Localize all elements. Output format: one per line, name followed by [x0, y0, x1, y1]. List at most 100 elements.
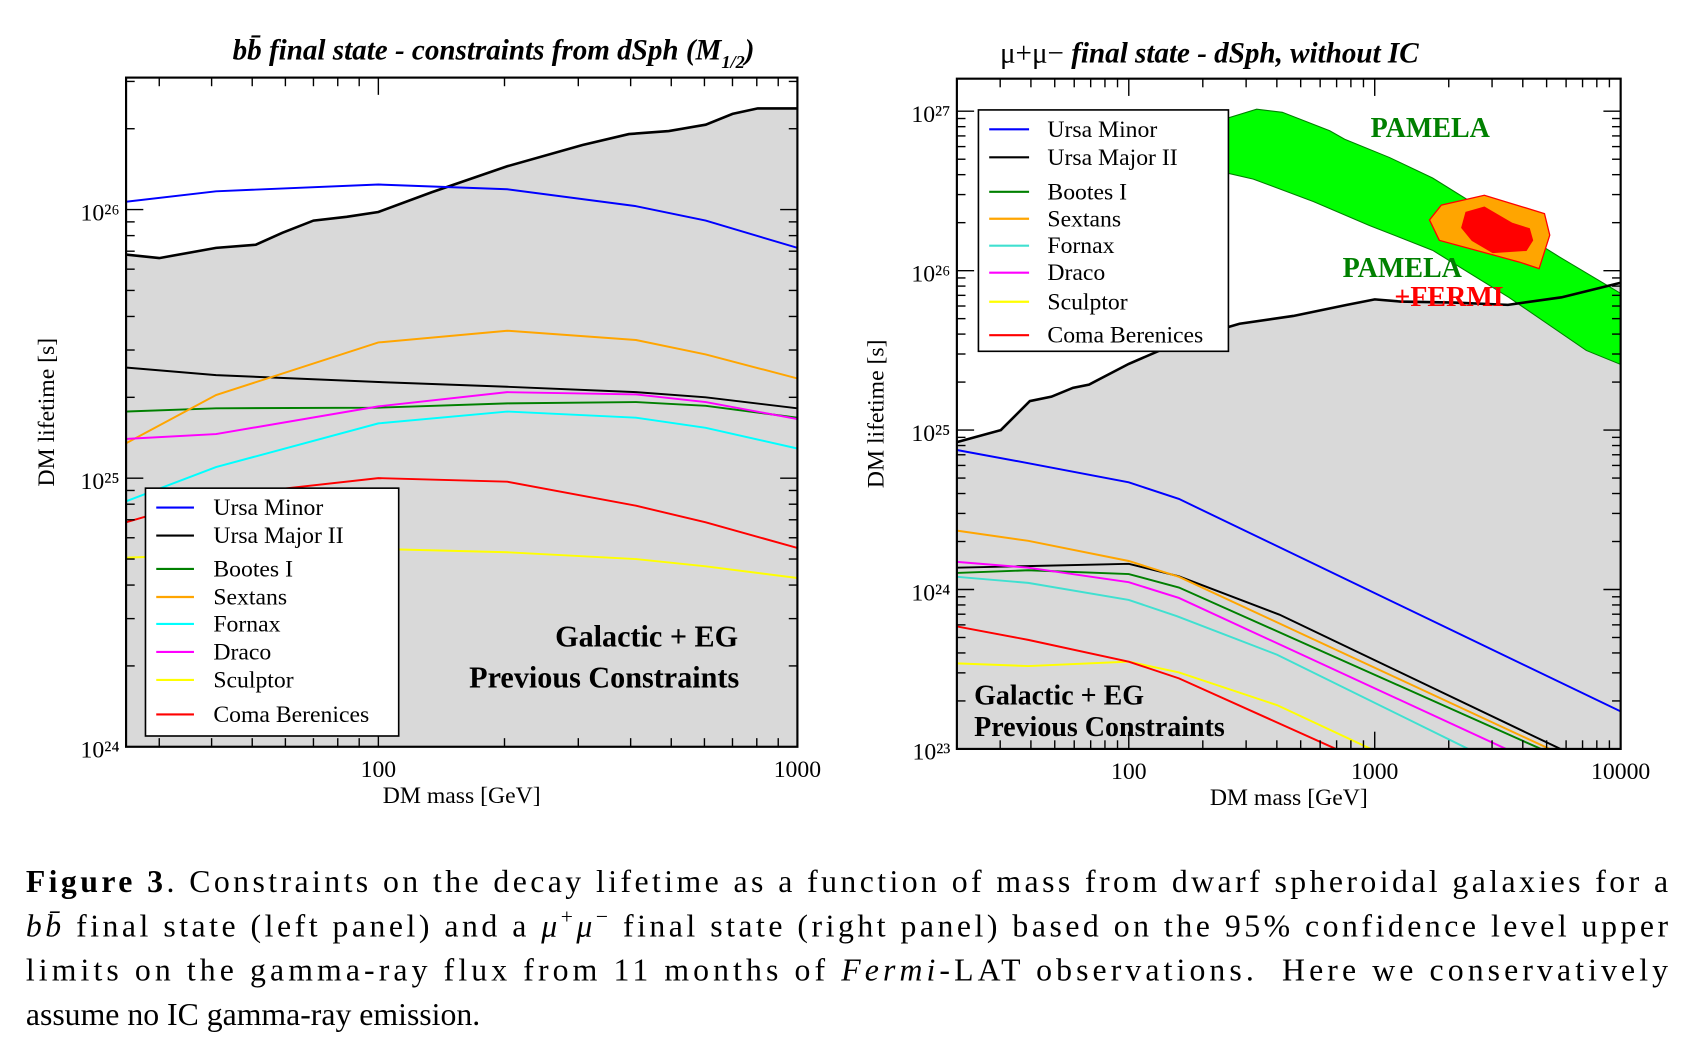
region-label: PAMELA — [1371, 113, 1491, 144]
legend-item: Ursa Minor — [156, 495, 323, 521]
legend-label: Draco — [213, 639, 271, 665]
series-line-sextans — [956, 529, 1550, 749]
excluded-region-fill — [956, 282, 1621, 749]
y-axis-label: DM lifetime [s] — [34, 338, 60, 487]
legend-label: Sculptor — [1047, 289, 1127, 315]
y-tick-label: 10²⁴ — [911, 580, 950, 606]
caption-text: + — [561, 904, 573, 928]
figure-label: Figure 3 — [26, 864, 163, 899]
series-line-sextans — [126, 329, 798, 445]
series-line-fornax — [126, 410, 798, 503]
legend-label: Sculptor — [213, 668, 293, 694]
excluded-region-label: Previous Constraints — [469, 661, 739, 695]
series-line-ursa-major-ii — [126, 366, 798, 410]
figure-caption: Figure 3. Constraints on the decay lifet… — [26, 864, 1669, 1032]
legend-item: Sextans — [156, 585, 287, 611]
legend-item: Fornax — [156, 611, 281, 637]
caption-text: μ — [575, 908, 592, 943]
y-axis-label: DM lifetime [s] — [864, 339, 890, 488]
region-label: PAMELA — [1343, 253, 1463, 284]
axis-ticks — [126, 77, 799, 748]
y-tick-label: 10²⁶ — [81, 200, 120, 226]
caption-text: bb̄ — [26, 908, 61, 943]
caption-text: − — [596, 904, 608, 928]
excluded-region-label: Galactic + EG — [974, 681, 1144, 712]
caption-line: bb̄ final state (left panel) and a μ + μ − … — [26, 904, 1669, 943]
x-axis-label: DM mass [GeV] — [383, 783, 541, 809]
caption-text: final state (right panel) based on the 9… — [612, 908, 1669, 943]
chart-title: bb̄ final state - constraints from dSph … — [233, 34, 755, 72]
series-line-draco — [956, 560, 1507, 749]
series-line-draco — [126, 391, 798, 440]
legend-box — [144, 487, 400, 737]
caption-line: limits on the gamma-ray flux from 11 mon… — [26, 953, 1668, 988]
pamela-fermi-contour-inner — [1461, 206, 1534, 254]
legend-item: Sextans — [989, 206, 1121, 232]
legend-item: Sculptor — [156, 668, 294, 694]
excluded-region-label: Galactic + EG — [555, 620, 738, 654]
legend-item: Draco — [156, 639, 271, 665]
legend-item: Bootes I — [156, 557, 293, 583]
pamela-band — [1224, 108, 1621, 366]
chart-title: μ+μ− final state - dSph, without IC — [1000, 38, 1419, 70]
legend-label: Fornax — [213, 611, 280, 637]
legend-item: Ursa Major II — [156, 523, 344, 549]
legend-label: Bootes I — [1047, 179, 1127, 205]
caption-text: assume no IC gamma-ray emission. — [26, 997, 480, 1032]
x-tick-label: 1000 — [774, 757, 821, 783]
legend-label: Sextans — [1047, 206, 1121, 232]
legend-label: Coma Berenices — [213, 702, 369, 728]
series-line-fornax — [956, 575, 1469, 749]
legend-item: Draco — [989, 260, 1105, 286]
y-tick-label: 10²⁵ — [911, 421, 950, 447]
caption-text: Fermi — [840, 953, 935, 988]
plot-frame — [955, 77, 1622, 751]
legend-label: Ursa Minor — [1047, 117, 1157, 143]
axis-ticks — [956, 78, 1622, 750]
legend-item: Fornax — [989, 233, 1115, 259]
y-tick-label: 10²³ — [913, 740, 951, 766]
caption-text: limits on the gamma-ray flux from 11 mon… — [26, 953, 837, 988]
x-tick-label: 1000 — [1351, 759, 1398, 785]
legend-box — [977, 109, 1230, 353]
caption-line: assume no IC gamma-ray emission. — [26, 997, 480, 1032]
legend-label: Ursa Major II — [1047, 145, 1177, 171]
series-line-ursa-minor — [956, 449, 1621, 713]
x-tick-label: 10000 — [1591, 759, 1650, 785]
series-line-sculptor — [956, 660, 1372, 749]
series-line-bootes-i — [956, 569, 1542, 749]
series-line-bootes-i — [126, 401, 798, 419]
caption-line: Figure 3. Constraints on the decay lifet… — [26, 864, 1668, 899]
series-line-coma-berenices — [956, 625, 1337, 749]
y-tick-label: 10²⁷ — [911, 102, 950, 128]
caption-text: -LAT observations. Here we conservativel… — [939, 953, 1668, 988]
caption-text: final state (left panel) and a — [65, 908, 538, 943]
x-tick-label: 100 — [361, 757, 397, 783]
chart-panel-bb: Galactic + EG Previous Constraints 100 1000… — [34, 34, 821, 809]
x-tick-label: 100 — [1111, 759, 1147, 785]
legend-label: Ursa Major II — [213, 523, 343, 549]
legend-item: Bootes I — [989, 179, 1127, 205]
region-label: +FERMI — [1394, 282, 1503, 313]
legend-item: Coma Berenices — [989, 323, 1203, 349]
legend-label: Coma Berenices — [1047, 323, 1203, 349]
legend-label: Sextans — [213, 585, 287, 611]
plot-area — [956, 108, 1621, 749]
series-line-ursa-minor — [126, 183, 798, 249]
legend-item: Ursa Minor — [989, 117, 1157, 143]
legend-label: Ursa Minor — [213, 495, 323, 521]
legend-label: Bootes I — [213, 557, 293, 583]
legend-item: Coma Berenices — [156, 702, 369, 728]
plot-frame — [124, 76, 799, 748]
excluded-region-label: Previous Constraints — [974, 712, 1225, 743]
excluded-region-boundary — [956, 281, 1621, 444]
y-tick-label: 10²⁴ — [81, 738, 120, 764]
y-tick-label: 10²⁵ — [81, 469, 120, 495]
caption-text: μ — [540, 908, 557, 943]
x-axis-label: DM mass [GeV] — [1210, 785, 1368, 811]
legend-item: Sculptor — [989, 289, 1128, 315]
legend-label: Draco — [1047, 260, 1105, 286]
